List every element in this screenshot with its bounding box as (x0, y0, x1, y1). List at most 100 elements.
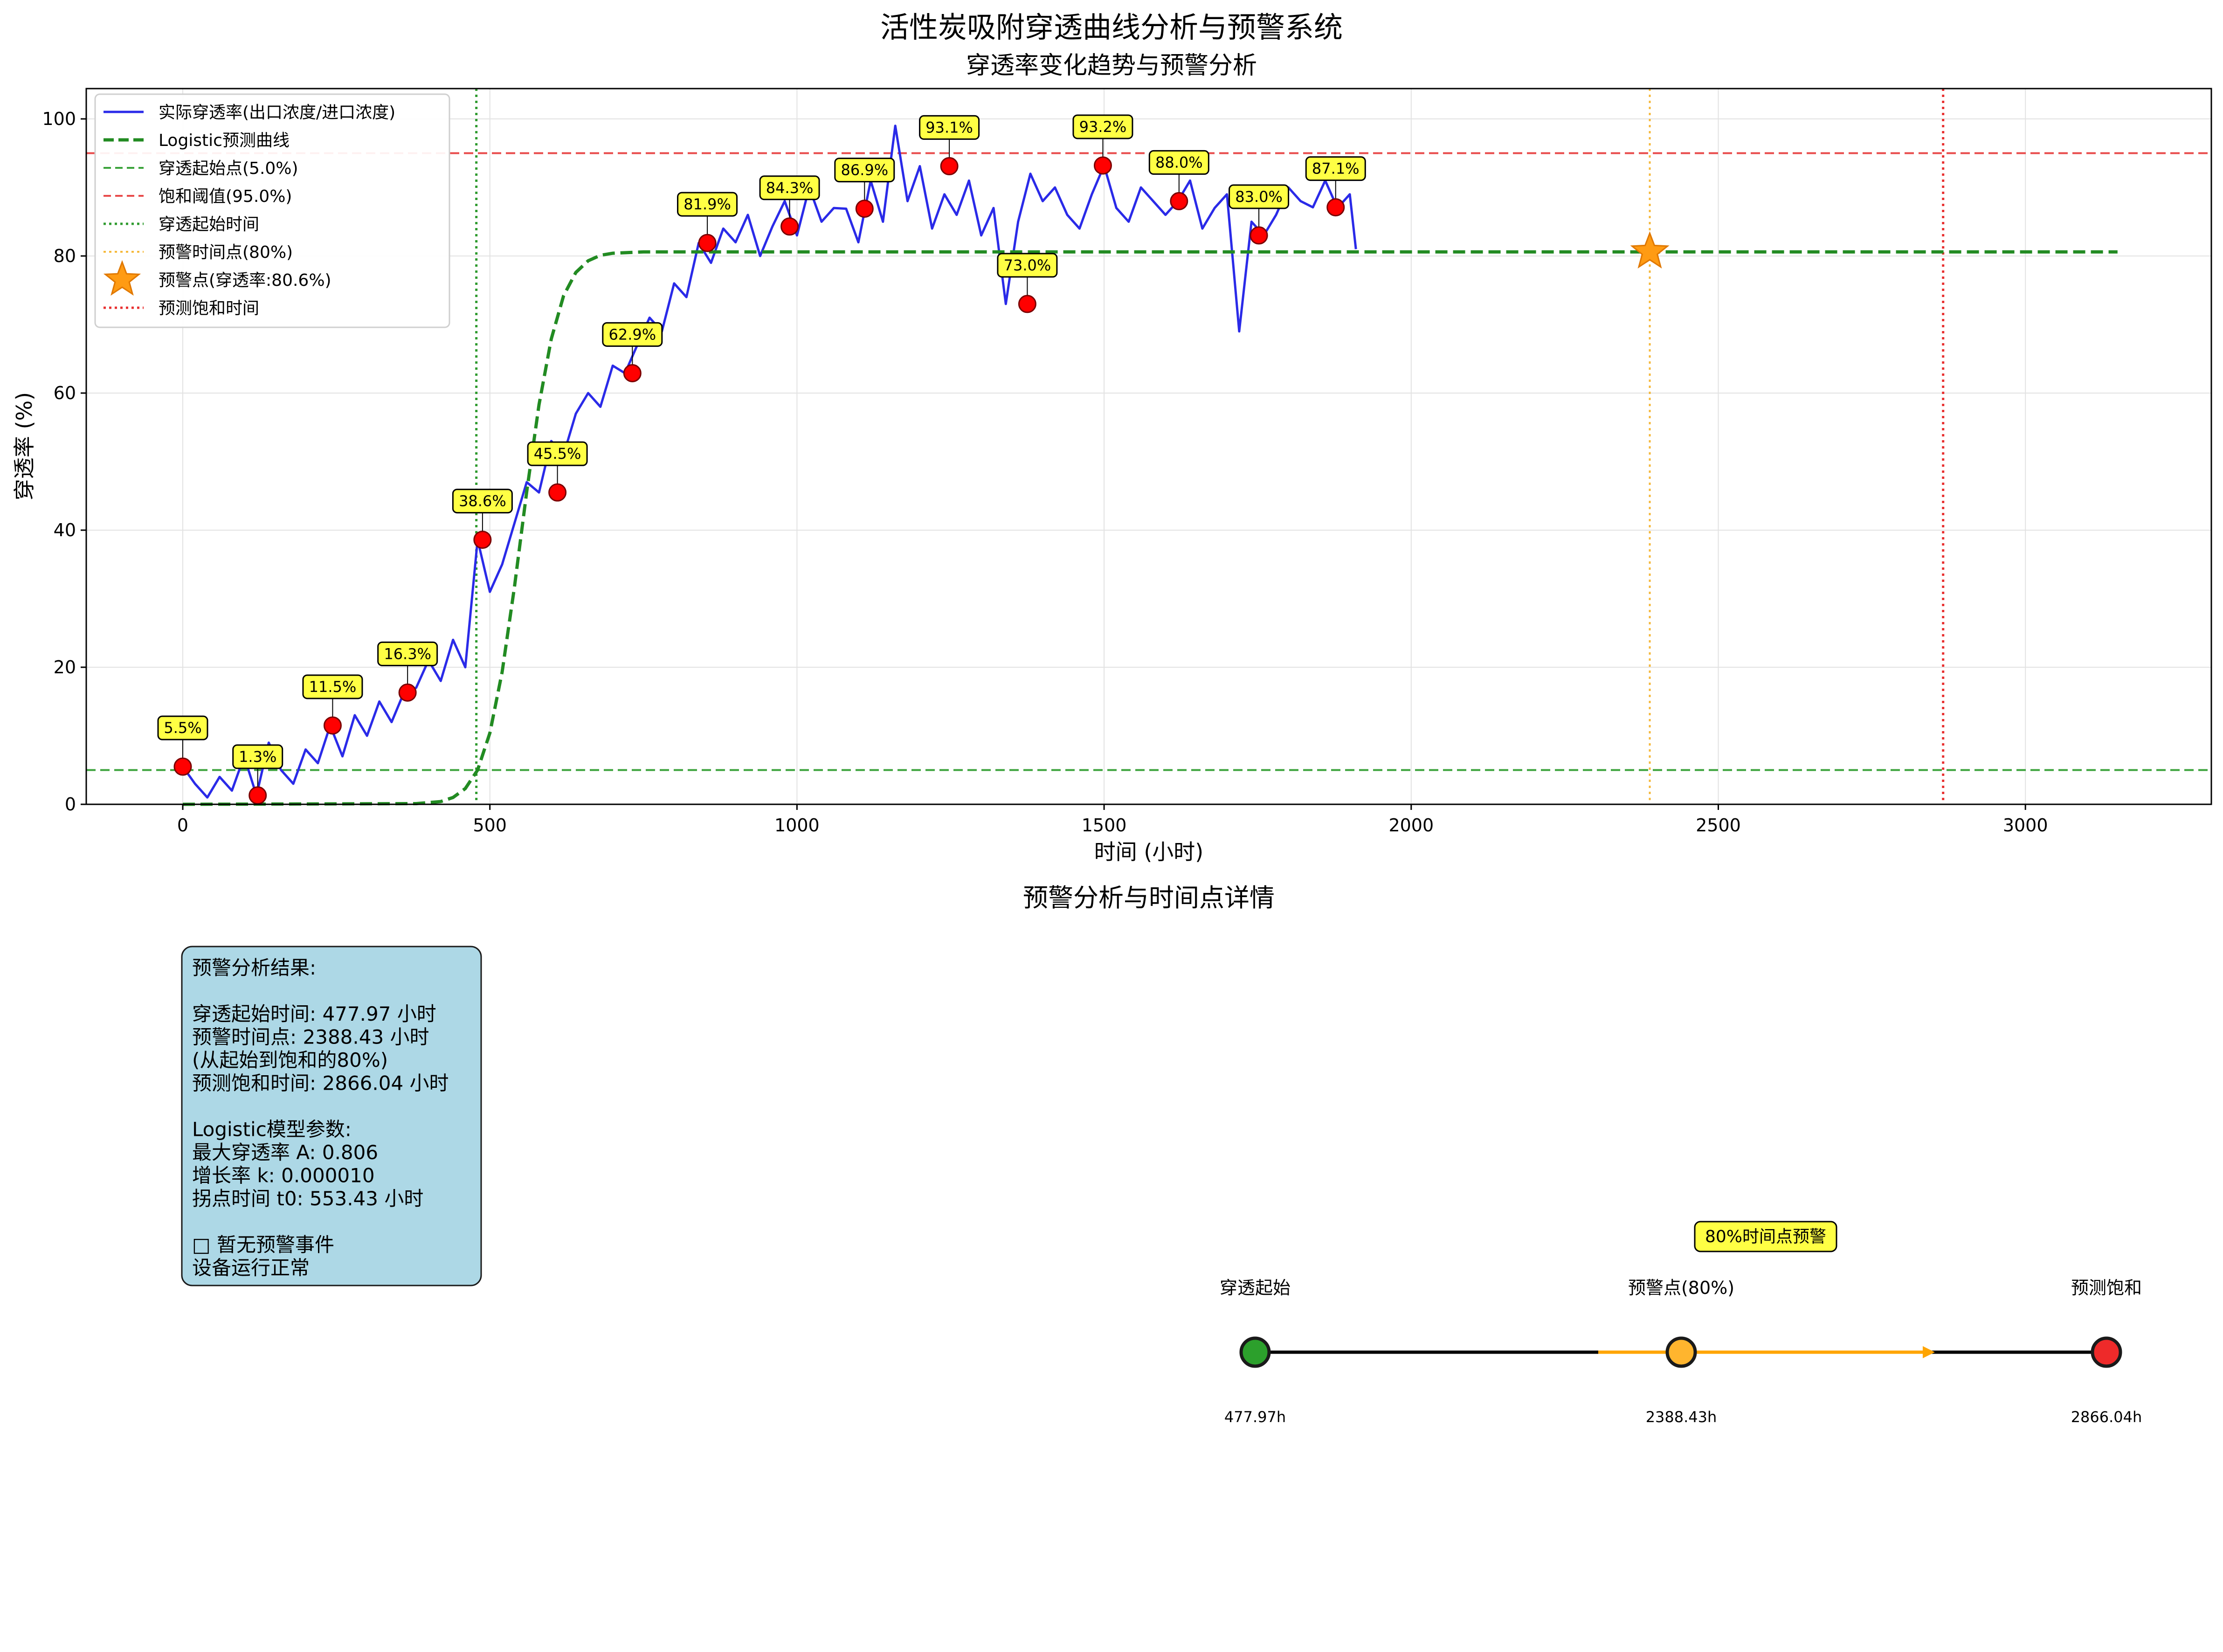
data-point-marker (940, 157, 959, 175)
logistic-prediction-line (182, 250, 2118, 806)
data-point-marker (1326, 198, 1345, 217)
annotation-box (302, 674, 363, 699)
annotation-label: 11.5% (309, 678, 357, 696)
annotation-label: 93.1% (925, 118, 973, 136)
annotation-box (157, 715, 208, 740)
timeline: 80%时间点预警 穿透起始 477.97h 预警点(80%) 2388.43h … (1220, 1221, 2142, 1426)
annotation-box (677, 192, 738, 217)
annotation-label: 62.9% (609, 325, 656, 343)
info-line: □ 暂无预警事件 (192, 1233, 334, 1256)
annotation-box (1305, 156, 1366, 181)
legend-item: 预测饱和时间 (104, 299, 259, 318)
legend-label: 预测饱和时间 (159, 299, 259, 318)
data-point-marker (323, 716, 342, 735)
annotation-box (834, 158, 895, 183)
x-tick-label: 1000 (774, 815, 820, 836)
warning-star-marker (1630, 231, 1670, 269)
data-annotation: 16.3% (377, 641, 438, 702)
data-point-marker (1018, 295, 1036, 313)
data-annotation: 83.0% (1229, 184, 1290, 245)
annotation-label: 87.1% (1312, 160, 1360, 178)
legend-label: Logistic预测曲线 (159, 131, 290, 150)
data-annotation: 62.9% (602, 322, 663, 382)
legend-item: Logistic预测曲线 (104, 131, 290, 150)
annotation-label: 16.3% (384, 645, 431, 663)
legend-item: 预警点(穿透率:80.6%) (103, 260, 331, 296)
series-layer (181, 124, 2118, 806)
annotation-box (919, 115, 980, 140)
actual-breakthrough-line (181, 124, 1357, 799)
annotation-label: 88.0% (1155, 153, 1203, 171)
legend-item: 饱和阈值(95.0%) (104, 187, 292, 206)
y-tick-label: 0 (65, 794, 76, 815)
info-line: 增长率 k: 0.000010 (192, 1164, 375, 1187)
annotation-box (527, 441, 588, 466)
data-point-marker (173, 757, 192, 776)
data-annotation: 81.9% (677, 192, 738, 252)
annotation-box (232, 744, 283, 769)
x-tick-label: 2000 (1388, 815, 1434, 836)
timeline-callout-box (1694, 1221, 1837, 1252)
y-tick-label: 20 (54, 657, 76, 677)
data-point-marker (623, 364, 642, 382)
annotation-label: 83.0% (1235, 188, 1283, 206)
data-annotation: 45.5% (527, 441, 588, 502)
annotation-box (997, 253, 1058, 278)
data-annotation: 88.0% (1148, 150, 1209, 210)
annotation-layer: 5.5% 1.3% 11.5% 16.3% 38.6% 45.5% 62.9% 81.9% 84… (157, 114, 1670, 805)
data-point-marker (1170, 192, 1188, 210)
legend-star-icon (103, 260, 141, 296)
data-point-marker (473, 531, 492, 549)
annotation-box (377, 641, 438, 666)
info-line: 最大穿透率 A: 0.806 (192, 1141, 378, 1164)
data-annotation: 73.0% (997, 253, 1058, 313)
info-line: (从起始到饱和的80%) (192, 1049, 388, 1071)
timeline-arrow-head (1923, 1346, 1935, 1358)
y-tick-label: 40 (54, 520, 76, 540)
annotation-label: 45.5% (534, 445, 581, 463)
data-point-marker (249, 786, 267, 805)
annotation-box (1072, 114, 1133, 139)
annotation-label: 38.6% (459, 492, 506, 510)
data-point-marker (1250, 226, 1268, 245)
annotation-box (602, 322, 663, 347)
info-line: 预测饱和时间: 2866.04 小时 (192, 1072, 449, 1095)
timeline-label-start: 穿透起始 (1220, 1278, 1291, 1298)
timeline-marker-warning (1665, 1336, 1697, 1368)
timeline-label-warning: 预警点(80%) (1628, 1278, 1734, 1298)
legend-label: 预警点(穿透率:80.6%) (159, 271, 331, 290)
annotation-label: 93.2% (1079, 118, 1127, 136)
x-tick-label: 0 (177, 815, 188, 836)
annotation-box (452, 489, 513, 514)
annotation-box (1229, 184, 1290, 209)
y-tick-label: 80 (54, 246, 76, 266)
timeline-value-start: 477.97h (1224, 1408, 1286, 1426)
legend-item: 穿透起始时间 (104, 215, 259, 234)
annotation-label: 84.3% (766, 179, 814, 197)
data-point-marker (855, 200, 874, 218)
data-point-marker (548, 483, 567, 502)
legend-label: 穿透起始点(5.0%) (159, 159, 298, 178)
annotation-label: 5.5% (164, 719, 201, 737)
timeline-value-warning: 2388.43h (1646, 1408, 1717, 1426)
data-annotation: 1.3% (232, 744, 283, 805)
timeline-label-saturation: 预测饱和 (2071, 1278, 2142, 1298)
x-tick-label: 1500 (1082, 815, 1127, 836)
legend-item: 实际穿透率(出口浓度/进口浓度) (104, 103, 395, 122)
breakthrough-chart: 5.5% 1.3% 11.5% 16.3% 38.6% 45.5% 62.9% 81.9% 84… (12, 88, 2212, 864)
annotation-label: 86.9% (841, 161, 888, 179)
info-line: 设备运行正常 (192, 1257, 310, 1279)
info-line: 预警时间点: 2388.43 小时 (192, 1026, 429, 1049)
info-line: Logistic模型参数: (192, 1118, 352, 1141)
legend-item: 预警时间点(80%) (104, 243, 293, 262)
plot-frame (85, 88, 2212, 805)
y-tick-label: 60 (54, 383, 76, 403)
annotation-label: 1.3% (239, 748, 276, 766)
chart-title: 穿透率变化趋势与预警分析 (966, 52, 1257, 80)
info-line: 预警分析结果: (192, 956, 316, 979)
timeline-marker-start (1239, 1336, 1271, 1368)
y-tick-label: 100 (42, 109, 76, 129)
timeline-point-warning: 预警点(80%) 2388.43h (1628, 1278, 1734, 1426)
